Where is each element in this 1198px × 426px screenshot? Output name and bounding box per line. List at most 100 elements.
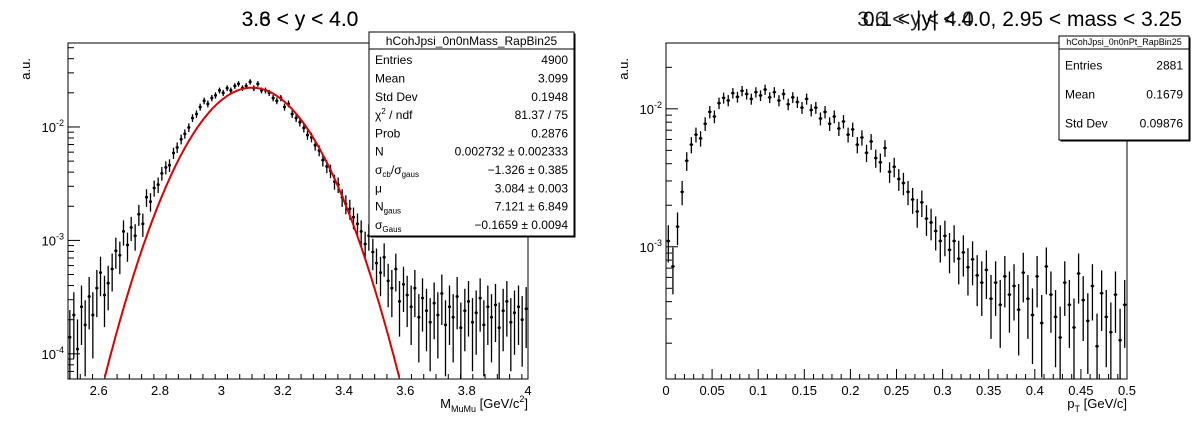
y-axis-label: a.u. — [18, 58, 33, 80]
data-point — [943, 220, 947, 257]
data-point — [160, 166, 164, 181]
data-marker — [924, 217, 928, 221]
data-point — [137, 204, 141, 226]
data-marker — [994, 281, 998, 285]
data-point — [401, 266, 405, 312]
data-point — [478, 278, 482, 332]
data-marker — [791, 95, 795, 99]
data-point — [524, 287, 528, 349]
data-point — [707, 106, 712, 119]
stats-label-sub: gaus — [384, 207, 401, 216]
data-marker — [244, 84, 248, 88]
stats-label-main: Mean — [1065, 88, 1095, 102]
data-point — [901, 172, 906, 196]
data-marker — [459, 326, 463, 330]
data-marker — [841, 119, 845, 123]
data-marker — [198, 105, 202, 109]
y-tick-label: 10-2 — [640, 100, 662, 117]
data-point — [731, 88, 735, 99]
data-point — [206, 100, 210, 108]
data-marker — [524, 307, 528, 311]
stats-row-label: Ngaus — [375, 200, 401, 216]
data-point — [938, 225, 943, 263]
data-marker — [217, 88, 221, 92]
data-marker — [694, 133, 698, 137]
data-point — [141, 213, 145, 237]
x-tick-label: 0.35 — [976, 383, 1001, 398]
data-marker — [229, 88, 233, 92]
data-point — [777, 95, 781, 107]
data-point — [735, 91, 740, 103]
data-marker — [712, 114, 716, 118]
data-marker — [1063, 281, 1067, 285]
data-marker — [814, 106, 818, 110]
stats-row-label: Entries — [375, 53, 412, 67]
data-point — [371, 238, 375, 271]
data-point — [1122, 279, 1127, 348]
data-point — [378, 256, 382, 297]
data-marker — [179, 137, 183, 141]
data-marker — [482, 323, 486, 327]
stats-box-title: hCohJpsi_0n0nPt_RapBin25 — [1066, 37, 1182, 47]
data-marker — [818, 117, 822, 121]
data-point — [229, 87, 233, 94]
x-tick-label: 0.1 — [749, 383, 767, 398]
data-point — [910, 187, 915, 214]
stats-box-frame — [1058, 35, 1190, 141]
data-point — [497, 302, 501, 379]
data-point — [421, 278, 425, 332]
data-marker — [302, 126, 306, 130]
data-marker — [777, 98, 781, 102]
data-marker — [156, 183, 160, 187]
x-axis-label-close: ] — [524, 396, 528, 411]
data-marker — [1100, 291, 1104, 295]
data-point — [823, 106, 827, 119]
data-point — [680, 180, 684, 206]
data-marker — [306, 133, 310, 137]
data-marker — [114, 249, 118, 253]
data-point — [455, 277, 459, 330]
data-point — [72, 292, 76, 359]
chart-title-overlay: 3.6 < y < 4.0 — [857, 8, 974, 31]
data-point — [873, 149, 878, 168]
data-marker — [837, 126, 841, 130]
data-marker — [1104, 315, 1108, 319]
data-marker — [256, 82, 260, 86]
chart-title-overlay: 3.3 < y < 4.0 — [242, 8, 359, 31]
data-point — [897, 169, 901, 191]
stats-label-sup: 2 — [381, 107, 386, 116]
stats-row-value: 3.084 ± 0.003 — [495, 181, 569, 195]
data-marker — [421, 296, 425, 300]
data-marker — [68, 335, 72, 339]
stats-row-value: 0.002732 ± 0.002333 — [455, 145, 569, 159]
data-point — [1003, 256, 1007, 308]
x-tick-label: 0.25 — [884, 383, 909, 398]
x-tick-label: 0.05 — [699, 383, 724, 398]
data-marker — [888, 170, 892, 174]
data-point — [386, 263, 390, 308]
data-point — [375, 248, 379, 285]
data-marker — [371, 250, 375, 254]
stats-row-value: 0.09876 — [1140, 117, 1184, 131]
data-marker — [1012, 284, 1016, 288]
data-point — [726, 95, 731, 107]
stats-label-main: Entries — [1065, 59, 1102, 73]
data-point — [1049, 271, 1053, 333]
data-point — [1012, 264, 1016, 321]
data-point — [837, 121, 841, 137]
data-point — [417, 294, 421, 363]
data-marker — [509, 320, 513, 324]
data-marker — [424, 309, 428, 313]
data-point — [505, 281, 509, 337]
data-marker — [237, 82, 241, 86]
data-point — [1095, 313, 1099, 379]
data-marker — [846, 133, 850, 137]
data-point — [225, 85, 229, 92]
data-point — [1053, 289, 1058, 368]
stats-label-main: σ — [375, 218, 383, 232]
stats-label-main: Prob — [375, 126, 401, 140]
stats-row-value: 81.37 / 75 — [515, 108, 569, 122]
data-marker — [1003, 274, 1007, 278]
data-point — [509, 298, 513, 372]
data-point — [409, 285, 413, 345]
